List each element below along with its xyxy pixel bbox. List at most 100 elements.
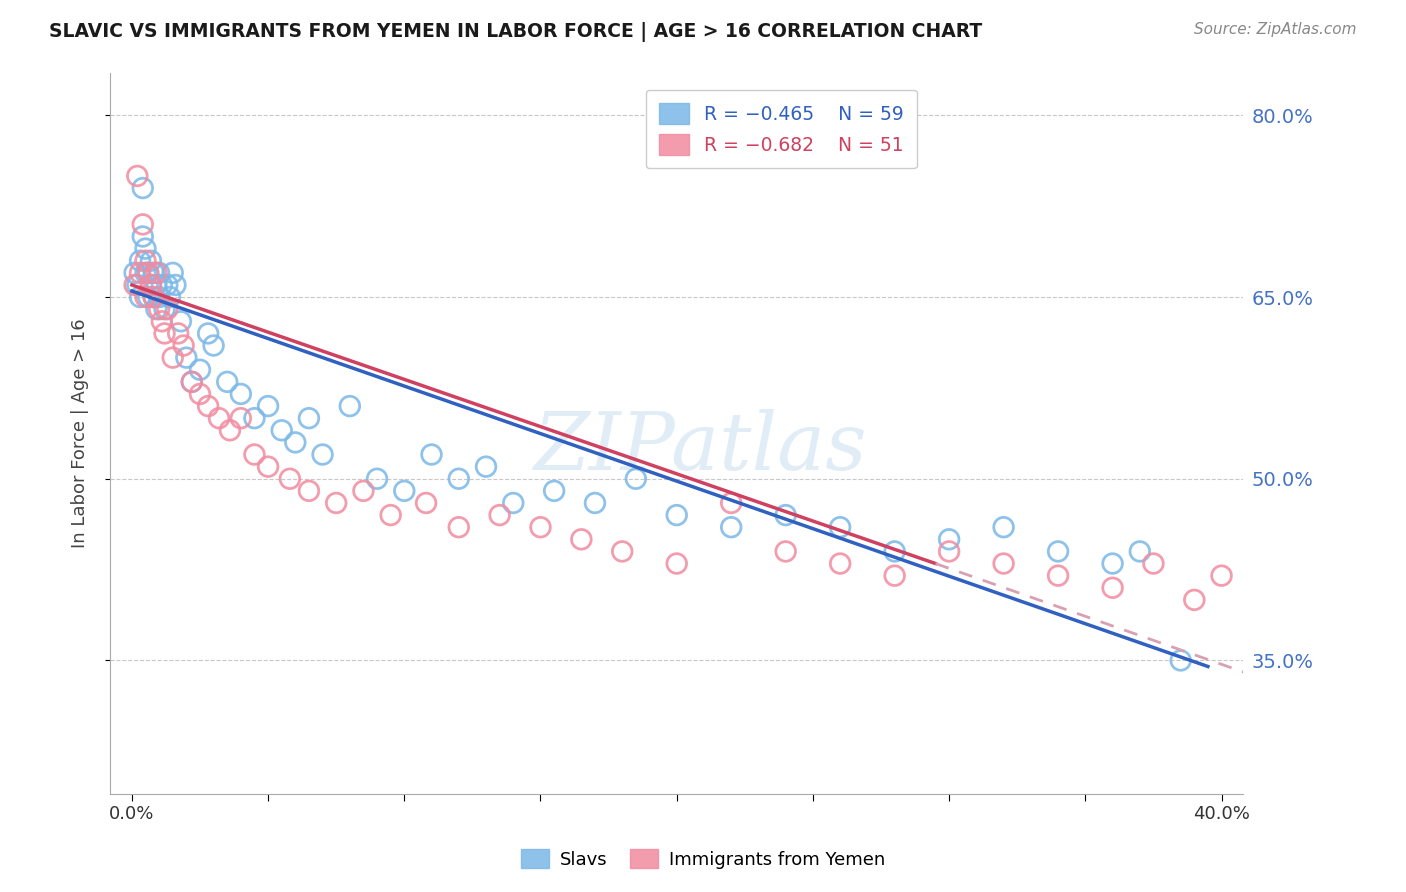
Legend: Slavs, Immigrants from Yemen: Slavs, Immigrants from Yemen xyxy=(513,842,893,876)
Point xyxy=(380,508,402,522)
Point xyxy=(1047,568,1070,582)
Point xyxy=(243,448,266,462)
Point xyxy=(145,302,167,317)
Point xyxy=(165,277,187,292)
Point xyxy=(569,533,592,547)
Point xyxy=(1211,568,1233,582)
Point xyxy=(1251,593,1274,607)
Point xyxy=(720,520,742,534)
Point xyxy=(127,277,149,292)
Point xyxy=(1170,653,1192,667)
Point xyxy=(1319,617,1341,632)
Point xyxy=(394,483,416,498)
Point xyxy=(136,266,159,280)
Point xyxy=(339,399,361,413)
Point xyxy=(883,544,905,558)
Point xyxy=(229,387,252,401)
Point xyxy=(156,277,179,292)
Point xyxy=(134,266,156,280)
Point xyxy=(217,375,239,389)
Point xyxy=(311,448,333,462)
Point xyxy=(208,411,231,425)
Point xyxy=(159,290,181,304)
Point xyxy=(139,277,162,292)
Point xyxy=(1286,605,1309,619)
Point xyxy=(257,399,280,413)
Point xyxy=(134,242,156,256)
Point xyxy=(124,266,146,280)
Point xyxy=(153,302,176,317)
Point xyxy=(420,448,443,462)
Point xyxy=(162,266,184,280)
Point xyxy=(665,557,688,571)
Point xyxy=(1047,544,1070,558)
Legend: R = −0.465    N = 59, R = −0.682    N = 51: R = −0.465 N = 59, R = −0.682 N = 51 xyxy=(645,89,917,169)
Point xyxy=(129,253,152,268)
Point xyxy=(148,290,170,304)
Point xyxy=(132,181,155,195)
Point xyxy=(583,496,606,510)
Point xyxy=(502,496,524,510)
Point xyxy=(180,375,202,389)
Point xyxy=(447,472,470,486)
Point xyxy=(148,266,170,280)
Point xyxy=(447,520,470,534)
Point xyxy=(197,399,219,413)
Point xyxy=(162,351,184,365)
Point xyxy=(270,423,292,437)
Point xyxy=(139,253,162,268)
Point xyxy=(150,277,173,292)
Point xyxy=(1142,557,1164,571)
Point xyxy=(883,568,905,582)
Text: Source: ZipAtlas.com: Source: ZipAtlas.com xyxy=(1194,22,1357,37)
Point xyxy=(180,375,202,389)
Point xyxy=(188,363,211,377)
Point xyxy=(188,387,211,401)
Point xyxy=(167,326,190,341)
Point xyxy=(148,302,170,317)
Point xyxy=(229,411,252,425)
Point xyxy=(136,266,159,280)
Point xyxy=(298,483,321,498)
Point xyxy=(938,533,960,547)
Point xyxy=(142,290,165,304)
Point xyxy=(352,483,374,498)
Point xyxy=(129,266,152,280)
Point xyxy=(415,496,437,510)
Point xyxy=(830,520,852,534)
Point xyxy=(197,326,219,341)
Point xyxy=(134,253,156,268)
Point xyxy=(366,472,388,486)
Point xyxy=(1129,544,1152,558)
Point xyxy=(139,277,162,292)
Point xyxy=(543,483,565,498)
Point xyxy=(170,314,193,328)
Point xyxy=(298,411,321,425)
Point xyxy=(665,508,688,522)
Point xyxy=(993,557,1015,571)
Point xyxy=(284,435,307,450)
Point xyxy=(219,423,242,437)
Point xyxy=(134,290,156,304)
Point xyxy=(720,496,742,510)
Point xyxy=(173,338,195,352)
Point xyxy=(202,338,225,352)
Point xyxy=(488,508,510,522)
Y-axis label: In Labor Force | Age > 16: In Labor Force | Age > 16 xyxy=(72,318,89,549)
Point xyxy=(142,290,165,304)
Point xyxy=(993,520,1015,534)
Point xyxy=(145,266,167,280)
Point xyxy=(775,544,797,558)
Point xyxy=(243,411,266,425)
Point xyxy=(830,557,852,571)
Point xyxy=(145,277,167,292)
Point xyxy=(129,290,152,304)
Point xyxy=(325,496,347,510)
Point xyxy=(475,459,498,474)
Point xyxy=(132,229,155,244)
Text: ZIPatlas: ZIPatlas xyxy=(533,409,866,486)
Text: SLAVIC VS IMMIGRANTS FROM YEMEN IN LABOR FORCE | AGE > 16 CORRELATION CHART: SLAVIC VS IMMIGRANTS FROM YEMEN IN LABOR… xyxy=(49,22,983,42)
Point xyxy=(529,520,551,534)
Point xyxy=(1101,581,1123,595)
Point xyxy=(150,314,173,328)
